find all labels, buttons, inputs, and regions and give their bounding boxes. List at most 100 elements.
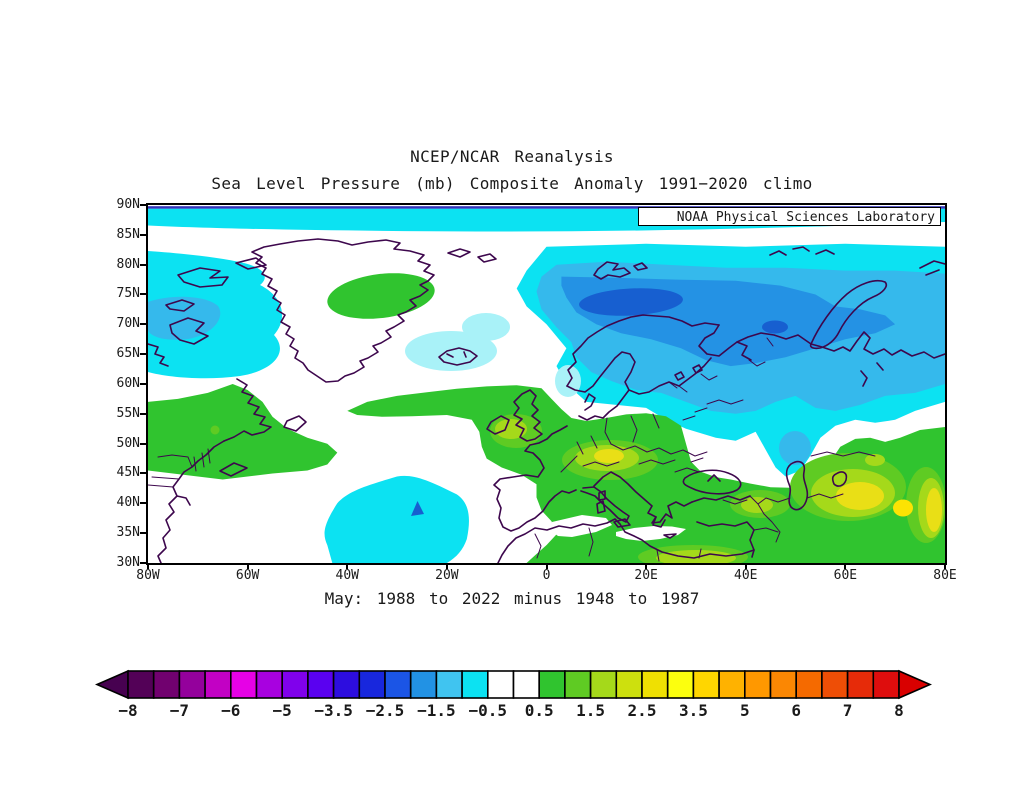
anatolia-south-levant	[696, 521, 755, 558]
adriatic-balkans	[593, 471, 693, 524]
y-tick-mark	[140, 412, 146, 415]
x-tick-mark	[346, 563, 349, 569]
nova-scotia	[219, 462, 248, 477]
y-tick-label: 75N	[116, 286, 140, 302]
x-tick-label: 20E	[634, 568, 658, 583]
y-tick-label: 65N	[116, 346, 140, 362]
y-tick-mark	[140, 382, 146, 385]
colorbar-tick-label: 1.5	[576, 701, 606, 720]
hudson-coast	[148, 343, 169, 367]
aral-sea	[831, 471, 848, 487]
lakes	[674, 362, 884, 387]
y-tick-mark	[140, 233, 146, 236]
sardinia	[596, 500, 606, 514]
labrador-coast	[223, 378, 272, 442]
anatolia-north	[691, 495, 751, 503]
colorbar-box	[178, 670, 206, 699]
x-tick-label: 40W	[335, 568, 359, 583]
x-tick-mark	[944, 563, 946, 569]
colorbar-tick-label: 2.5	[627, 701, 657, 720]
x-tick-label: 60W	[235, 568, 260, 583]
x-tick-label: 80E	[933, 568, 957, 583]
colorbar-box	[152, 670, 181, 699]
colorbar-right-arrow	[898, 669, 933, 700]
colorbar-box	[666, 670, 695, 699]
colorbar-tick-label: 6	[791, 701, 801, 720]
baffin-island	[169, 317, 209, 345]
white-sea	[698, 324, 752, 361]
x-tick-label: 80W	[136, 568, 160, 583]
colorbar-box	[127, 670, 155, 699]
colorbar-box	[435, 670, 463, 699]
north-africa-coast	[497, 518, 755, 563]
x-tick-mark	[844, 563, 847, 569]
y-tick-label: 70N	[116, 316, 140, 332]
composite-caption: May: 1988 to 2022 minus 1948 to 1987	[324, 589, 700, 608]
colorbar-box	[821, 670, 849, 699]
colorbar-box	[872, 670, 900, 699]
ireland	[486, 415, 510, 435]
x-tick-mark	[545, 563, 548, 569]
colorbar-tick-label: −1.5	[417, 701, 456, 720]
anomaly-map	[148, 206, 945, 563]
novaya-zemlya	[809, 279, 888, 350]
y-tick-label: 50N	[116, 435, 140, 451]
colorbar-box	[615, 670, 643, 699]
colorbar-left-arrow	[94, 669, 129, 700]
coastlines	[148, 238, 945, 563]
volga-lobe-inner	[779, 431, 811, 465]
colorbar-box	[641, 670, 669, 699]
greenland-coastline	[251, 238, 435, 383]
colorbar-box	[589, 670, 618, 699]
y-tick-mark	[140, 502, 146, 505]
italy	[580, 486, 630, 523]
colorbar-box	[255, 670, 284, 699]
colorbar-box	[230, 670, 258, 699]
colorbar-box	[692, 670, 720, 699]
y-tick-label: 60N	[116, 375, 140, 391]
west-med-neutral	[550, 515, 612, 537]
y-tick-mark	[140, 323, 146, 326]
baffin-negative-inner	[148, 296, 221, 340]
x-tick-mark	[645, 563, 648, 569]
country-borders	[148, 337, 876, 562]
baltic-south-coast	[578, 389, 630, 421]
x-tick-mark	[445, 563, 448, 569]
central-asia-maximum	[893, 499, 913, 517]
colorbar-tick-label: −2.5	[365, 701, 405, 720]
colorbar-box	[769, 670, 798, 699]
midatlantic-negative-spot	[411, 501, 424, 516]
x-tick-label: 20W	[435, 568, 459, 583]
x-tick-mark	[147, 563, 149, 569]
colorbar-tick-label: −0.5	[468, 701, 508, 720]
corsica	[598, 490, 606, 501]
ellesmere	[177, 267, 229, 288]
y-tick-mark	[140, 293, 146, 296]
yamal-coast	[810, 331, 945, 359]
colorbar-tick-label: −7	[169, 701, 190, 720]
black-sea	[682, 469, 742, 495]
colorbar-box	[564, 670, 592, 699]
y-tick-label: 85N	[116, 226, 140, 242]
svalbard	[593, 261, 648, 280]
colorbar-tick-label: 0.5	[524, 701, 554, 720]
west-europe-coast	[493, 425, 577, 532]
y-tick-label: 90N	[116, 197, 140, 212]
midatlantic-negative	[324, 475, 469, 563]
colorbar-box	[332, 670, 361, 699]
y-tick-label: 30N	[116, 554, 140, 570]
peloponnese	[652, 516, 666, 528]
colorbar-tick-label: 7	[842, 701, 853, 720]
colorbar-box	[281, 670, 309, 699]
colorbar-box	[409, 670, 438, 699]
colorbar-box	[846, 670, 875, 699]
franz-josef-land	[769, 246, 835, 256]
colorbar-box	[307, 670, 335, 699]
colorbar-tick-label: −3.5	[314, 701, 353, 720]
y-tick-mark	[140, 561, 146, 564]
iceland-coastline	[438, 347, 478, 366]
colorbar	[94, 669, 933, 700]
y-tick-mark	[140, 263, 146, 266]
colorbar-box	[512, 670, 541, 699]
colorbar-box	[461, 670, 489, 699]
